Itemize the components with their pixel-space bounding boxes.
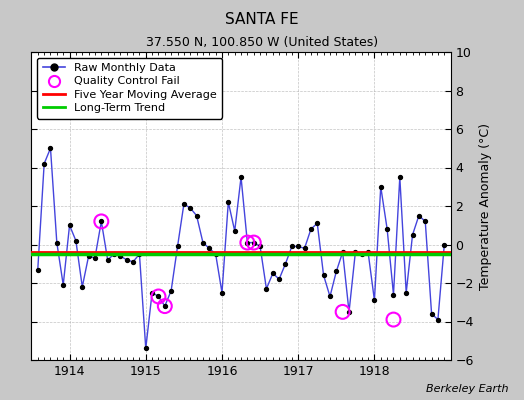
Point: [167, 288, 176, 294]
Point: [84, 253, 93, 259]
Point: [91, 255, 99, 261]
Y-axis label: Temperature Anomaly (°C): Temperature Anomaly (°C): [479, 122, 493, 290]
Point: [66, 222, 74, 228]
Point: [383, 226, 391, 232]
Point: [326, 293, 334, 300]
Point: [141, 345, 150, 352]
Point: [135, 251, 144, 257]
Point: [396, 174, 404, 180]
Point: [434, 316, 442, 323]
Point: [161, 303, 169, 309]
Point: [275, 276, 283, 282]
Point: [103, 257, 112, 263]
Point: [288, 243, 296, 250]
Point: [262, 286, 270, 292]
Point: [351, 249, 359, 255]
Point: [294, 243, 302, 250]
Point: [408, 232, 417, 238]
Point: [173, 243, 182, 250]
Point: [249, 239, 258, 246]
Point: [364, 249, 372, 255]
Point: [224, 199, 233, 205]
Point: [46, 145, 54, 152]
Point: [428, 310, 436, 317]
Point: [154, 293, 162, 300]
Point: [300, 245, 309, 252]
Point: [110, 251, 118, 257]
Point: [192, 212, 201, 219]
Point: [339, 249, 347, 255]
Point: [72, 238, 80, 244]
Point: [414, 212, 423, 219]
Point: [307, 226, 315, 232]
Point: [269, 270, 277, 276]
Point: [256, 243, 264, 250]
Point: [97, 218, 105, 225]
Point: [339, 309, 347, 315]
Point: [243, 239, 252, 246]
Point: [205, 245, 213, 252]
Point: [389, 291, 398, 298]
Point: [218, 290, 226, 296]
Point: [186, 205, 194, 211]
Point: [97, 218, 105, 225]
Point: [78, 284, 86, 290]
Legend: Raw Monthly Data, Quality Control Fail, Five Year Moving Average, Long-Term Tren: Raw Monthly Data, Quality Control Fail, …: [37, 58, 222, 119]
Point: [345, 309, 353, 315]
Point: [40, 160, 48, 167]
Point: [440, 241, 449, 248]
Point: [357, 251, 366, 257]
Point: [212, 251, 220, 257]
Point: [243, 239, 252, 246]
Point: [370, 297, 379, 304]
Point: [199, 239, 207, 246]
Point: [332, 268, 341, 275]
Point: [402, 290, 410, 296]
Point: [281, 260, 290, 267]
Point: [161, 303, 169, 309]
Point: [237, 174, 245, 180]
Text: SANTA FE: SANTA FE: [225, 12, 299, 27]
Point: [249, 239, 258, 246]
Point: [129, 259, 137, 265]
Point: [377, 184, 385, 190]
Point: [123, 257, 131, 263]
Point: [34, 266, 42, 273]
Point: [52, 239, 61, 246]
Point: [421, 218, 430, 225]
Point: [148, 290, 156, 296]
Point: [313, 220, 321, 226]
Text: 37.550 N, 100.850 W (United States): 37.550 N, 100.850 W (United States): [146, 36, 378, 49]
Point: [320, 272, 328, 278]
Point: [59, 282, 68, 288]
Point: [231, 228, 239, 234]
Point: [116, 253, 125, 259]
Text: Berkeley Earth: Berkeley Earth: [426, 384, 508, 394]
Point: [389, 316, 398, 323]
Point: [180, 201, 188, 207]
Point: [154, 293, 162, 300]
